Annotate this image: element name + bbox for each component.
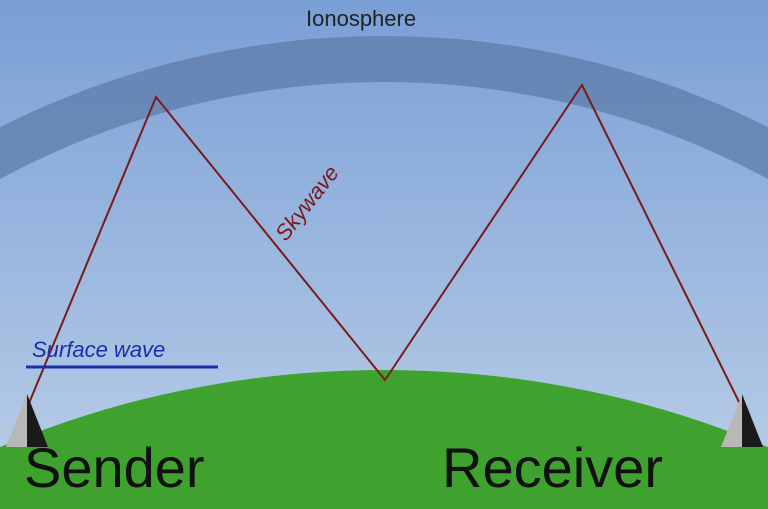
skywave-diagram: Ionosphere Skywave Surface wave Sender R… bbox=[0, 0, 768, 509]
receiver-label: Receiver bbox=[442, 435, 663, 500]
sender-label: Sender bbox=[24, 435, 205, 500]
ionosphere-label: Ionosphere bbox=[306, 6, 416, 32]
surface-wave-label: Surface wave bbox=[32, 337, 165, 363]
diagram-svg bbox=[0, 0, 768, 509]
